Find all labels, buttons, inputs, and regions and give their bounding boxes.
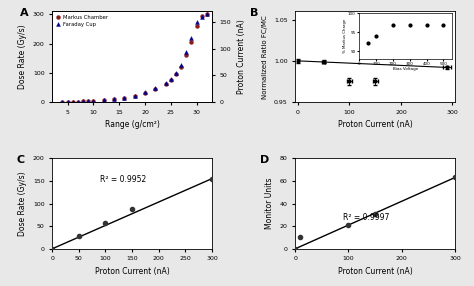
Line: Faraday Cup: Faraday Cup: [61, 12, 209, 104]
Faraday Cup: [163, 81, 168, 85]
Text: B: B: [250, 8, 259, 18]
Faraday Cup: [142, 91, 148, 94]
Faraday Cup: [101, 98, 107, 102]
Faraday Cup: [85, 99, 91, 103]
Markus Chamber: [60, 100, 65, 104]
Faraday Cup: [178, 63, 184, 66]
Faraday Cup: [173, 71, 179, 74]
Markus Chamber: [132, 94, 137, 98]
Faraday Cup: [60, 100, 65, 104]
Markus Chamber: [101, 99, 107, 102]
Faraday Cup: [65, 100, 71, 104]
Markus Chamber: [168, 78, 173, 82]
Faraday Cup: [153, 86, 158, 90]
Markus Chamber: [65, 100, 71, 104]
X-axis label: Range (g/cm²): Range (g/cm²): [105, 120, 160, 129]
Faraday Cup: [183, 51, 189, 54]
Markus Chamber: [153, 87, 158, 91]
Legend: Markus Chamber, Faraday Cup: Markus Chamber, Faraday Cup: [55, 14, 109, 28]
Markus Chamber: [204, 13, 210, 16]
Markus Chamber: [178, 65, 184, 69]
Markus Chamber: [75, 100, 81, 103]
Markus Chamber: [85, 100, 91, 103]
Line: Markus Chamber: Markus Chamber: [61, 12, 209, 104]
Markus Chamber: [199, 14, 205, 17]
Y-axis label: Proton Current (nA): Proton Current (nA): [237, 19, 246, 94]
Markus Chamber: [163, 82, 168, 86]
Markus Chamber: [70, 100, 76, 104]
Text: D: D: [260, 155, 269, 164]
Faraday Cup: [168, 77, 173, 80]
Markus Chamber: [121, 96, 127, 100]
Markus Chamber: [183, 53, 189, 57]
Faraday Cup: [80, 100, 86, 103]
Text: R² = 0.9952: R² = 0.9952: [100, 174, 146, 184]
Y-axis label: Dose Rate (Gy/s): Dose Rate (Gy/s): [18, 24, 27, 89]
Faraday Cup: [70, 100, 76, 104]
Markus Chamber: [91, 99, 96, 103]
Faraday Cup: [194, 20, 200, 24]
X-axis label: Proton Current (nA): Proton Current (nA): [95, 267, 170, 276]
Faraday Cup: [189, 36, 194, 40]
Markus Chamber: [80, 100, 86, 103]
Text: R² = 0.9997: R² = 0.9997: [343, 212, 390, 222]
Y-axis label: Normalized Ratio FC/MC: Normalized Ratio FC/MC: [262, 15, 268, 99]
Markus Chamber: [189, 40, 194, 44]
Y-axis label: Dose Rate (Gy/s): Dose Rate (Gy/s): [18, 171, 27, 236]
Markus Chamber: [194, 24, 200, 28]
Text: C: C: [17, 155, 25, 164]
Faraday Cup: [204, 12, 210, 16]
Faraday Cup: [91, 99, 96, 102]
Text: A: A: [20, 8, 29, 18]
Y-axis label: Monitor Units: Monitor Units: [265, 178, 274, 229]
Faraday Cup: [121, 96, 127, 100]
Markus Chamber: [142, 91, 148, 94]
Faraday Cup: [132, 94, 137, 97]
Faraday Cup: [75, 100, 81, 103]
Faraday Cup: [111, 98, 117, 101]
Faraday Cup: [199, 15, 205, 19]
Markus Chamber: [173, 73, 179, 76]
X-axis label: Proton Current (nA): Proton Current (nA): [337, 267, 412, 276]
Markus Chamber: [111, 98, 117, 101]
X-axis label: Proton Current (nA): Proton Current (nA): [337, 120, 412, 129]
